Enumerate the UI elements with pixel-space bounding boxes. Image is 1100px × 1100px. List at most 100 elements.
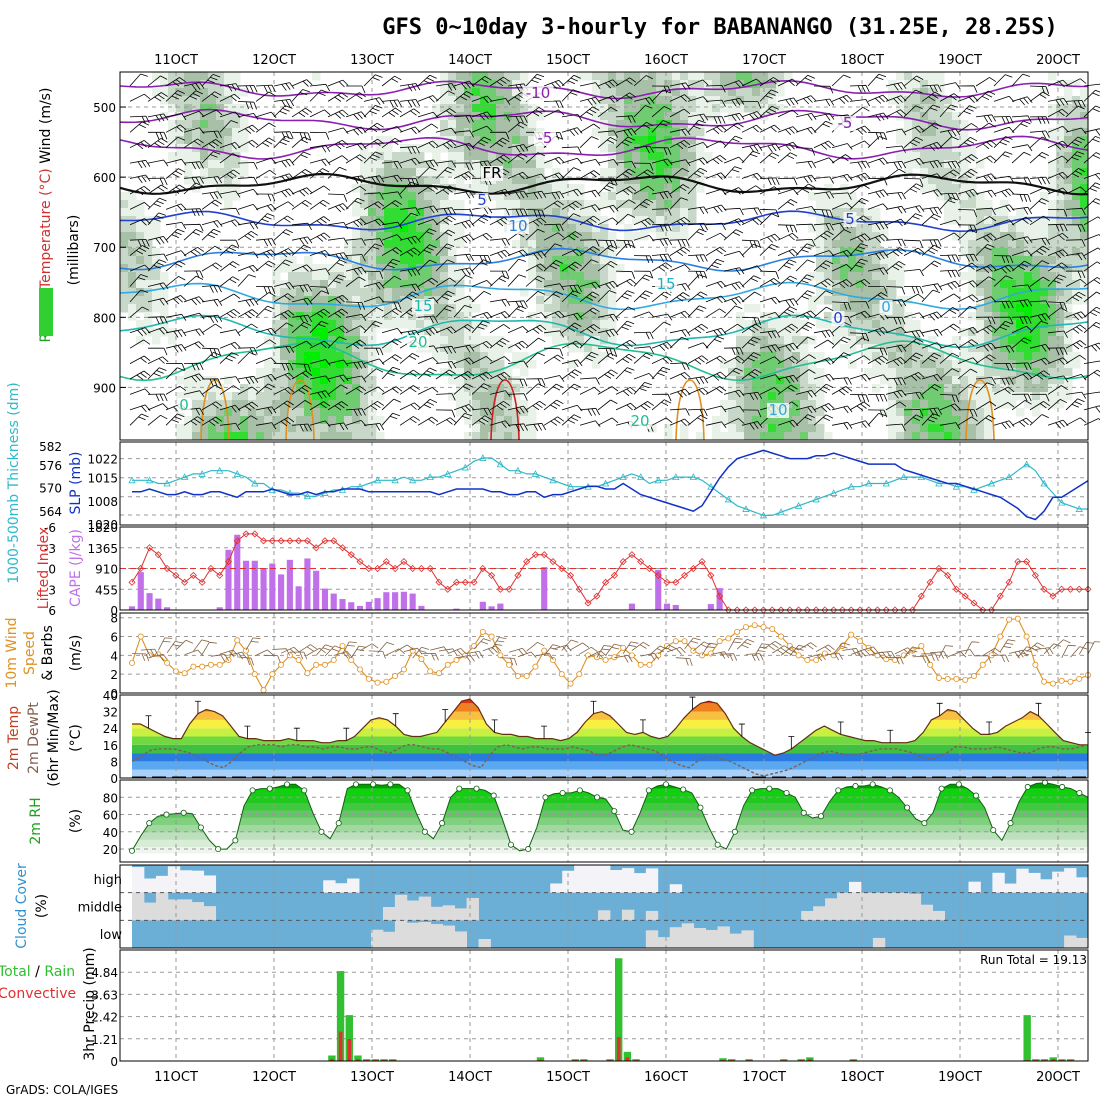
wind-barb: [309, 158, 331, 167]
wind-barb: [605, 643, 622, 656]
rh-shading-cell: [616, 200, 625, 209]
rh-shading-cell: [672, 128, 681, 137]
wind-barb: [763, 640, 782, 651]
rh-shading-cell: [520, 160, 529, 169]
wind-barb: [403, 647, 423, 655]
contour-label-bg: [507, 219, 529, 234]
rh-shading-cell: [912, 352, 921, 361]
wind-barb: [795, 259, 815, 272]
rh-shading-cell: [656, 152, 665, 161]
rh-shading-cell: [1056, 240, 1065, 249]
wind-barb: [633, 162, 654, 171]
rh-shading-cell: [344, 320, 353, 329]
wind-barb: [456, 654, 475, 663]
lifted-index-marker: [145, 544, 154, 552]
panel-frame: [119, 864, 1089, 949]
wind-barb: [759, 312, 781, 319]
rh-shading-cell: [480, 400, 489, 409]
rh-shading-cell: [752, 104, 761, 113]
rh-shading-cell: [816, 408, 825, 417]
rh-shading-cell: [984, 392, 993, 401]
rh-shading-cell: [1008, 232, 1017, 241]
lifted-index-marker: [1049, 592, 1057, 600]
bottom-date-label: 17OCT: [742, 1070, 786, 1085]
rh-shading-cell: [256, 432, 265, 441]
rh-shading-cell: [1056, 376, 1065, 385]
wind-barb: [579, 420, 601, 427]
minmax-bar: [689, 696, 696, 710]
rh-shading-cell: [408, 184, 417, 193]
wind-barb: [687, 119, 706, 133]
rh-shading-cell: [960, 176, 969, 185]
rh-shading-cell: [1016, 328, 1025, 337]
rh-shading-cell: [960, 328, 969, 337]
wind-barb: [1029, 116, 1050, 124]
cloud-cell: [167, 866, 181, 893]
rh-shading-cell: [864, 328, 873, 337]
rh-shading-cell: [728, 368, 737, 377]
rh-shading-cell: [288, 264, 297, 273]
rh-shading-cell: [504, 408, 513, 417]
rh-shading-cell: [312, 416, 321, 425]
rh-shading-cell: [1064, 256, 1073, 265]
wind-barb: [867, 355, 889, 365]
rh-shading-cell: [584, 264, 593, 273]
rh-shading-cell: [1048, 376, 1057, 385]
rh-shading-cell: [496, 400, 505, 409]
lifted-tick-label: -6: [44, 521, 56, 535]
rh-shading-cell: [1040, 216, 1049, 225]
rh-shading-cell: [960, 376, 969, 385]
wind-barb: [975, 324, 997, 335]
wind-barb: [921, 342, 943, 349]
wind-barb: [903, 409, 924, 417]
wind-speed-marker: [918, 642, 925, 649]
rh-shading-cell: [496, 88, 505, 97]
rh-shading-cell: [536, 144, 545, 153]
rh-shading-cell: [688, 200, 697, 209]
cloud-cell: [657, 937, 671, 948]
rh-shading-cell: [184, 80, 193, 89]
rh-shading-cell: [1080, 120, 1089, 129]
rh-shading-cell: [1008, 392, 1017, 401]
lifted-index-marker: [575, 585, 583, 593]
rh-shading-cell: [1064, 120, 1073, 129]
wind-barb: [543, 243, 563, 256]
rh-shading-cell: [528, 176, 537, 185]
rh-shading-cell: [568, 344, 577, 353]
wind-barb: [228, 651, 247, 660]
rh-shading-cell: [232, 424, 241, 433]
cape-bar: [348, 602, 355, 610]
rh-shading-cell: [352, 288, 361, 297]
rh-shading-cell: [1032, 264, 1041, 273]
rh-shading-cell: [632, 208, 641, 217]
rh-shading-cell: [200, 88, 209, 97]
cape-bar: [655, 569, 662, 610]
rh-shading-cell: [664, 184, 673, 193]
rh-shading-cell: [496, 384, 505, 393]
rh-shading-cell: [960, 352, 969, 361]
rh-shading-cell: [424, 208, 433, 217]
wind-barb: [777, 141, 799, 151]
rh-shading-cell: [640, 176, 649, 185]
wind-barb: [777, 199, 798, 210]
minmax-bar: [590, 700, 597, 714]
rh-shading-cell: [600, 136, 609, 145]
rh-shading-cell: [984, 344, 993, 353]
rh-shading-cell: [600, 304, 609, 313]
rh-shading-cell: [208, 120, 217, 129]
wind-barb: [885, 128, 907, 136]
rh-shading-cell: [392, 320, 401, 329]
precip-convective-bar: [616, 1037, 621, 1061]
rh-shading-cell: [944, 392, 953, 401]
rh-shading-cell: [216, 392, 225, 401]
rh-shading-cell: [608, 240, 617, 249]
rh-shading-cell: [1000, 360, 1009, 369]
rh-shading-cell: [688, 152, 697, 161]
wind-barb: [1011, 193, 1031, 203]
rh-shading-cell: [368, 208, 377, 217]
rh-shading-cell: [520, 168, 529, 177]
rh-shading-cell: [360, 280, 369, 289]
rh-shading-cell: [1040, 392, 1049, 401]
rh-shading-cell: [160, 272, 169, 281]
rh-shading-cell: [352, 432, 361, 441]
